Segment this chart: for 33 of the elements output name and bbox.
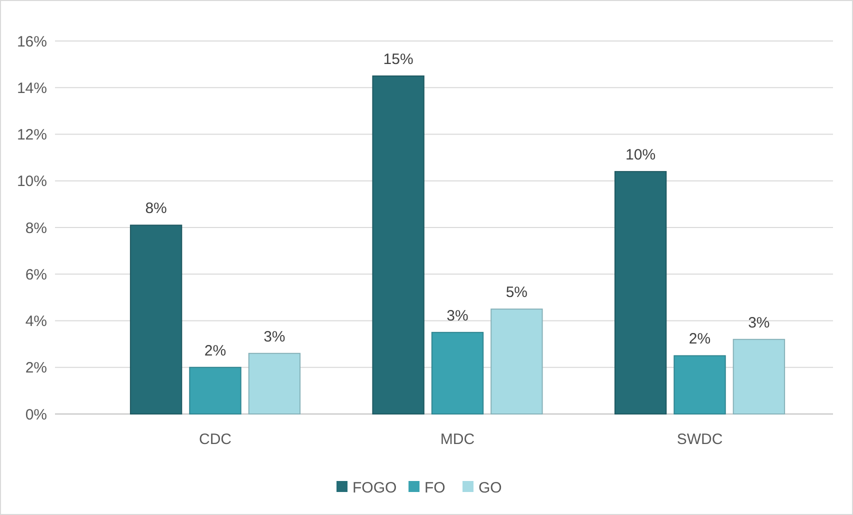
data-label: 15%: [383, 50, 414, 68]
bar: [674, 355, 726, 414]
data-label: 3%: [264, 328, 286, 346]
data-label: 10%: [626, 146, 656, 164]
bar: [372, 75, 424, 414]
bar: [490, 308, 543, 414]
legend-label: FOGO: [352, 479, 397, 496]
y-tick-label: 6%: [25, 266, 47, 284]
bar: [431, 332, 484, 414]
data-label: 5%: [506, 284, 528, 302]
y-tick-label: 2%: [25, 360, 47, 377]
bar: [248, 352, 301, 414]
y-tick-label: 8%: [25, 220, 47, 237]
bar: [732, 338, 786, 414]
y-tick-label: 14%: [16, 80, 47, 97]
bar: [130, 224, 182, 414]
legend-label: GO: [478, 479, 502, 496]
y-tick-label: 4%: [25, 313, 47, 330]
x-tick-label: MDC: [440, 431, 475, 448]
legend-label: FO: [424, 479, 446, 496]
bar: [614, 171, 667, 414]
bar: [189, 366, 242, 414]
y-tick-label: 16%: [16, 33, 47, 50]
data-label: 2%: [688, 330, 711, 348]
y-tick-label: 0%: [25, 406, 47, 424]
data-label: 3%: [446, 307, 468, 324]
x-tick-label: CDC: [198, 431, 232, 448]
data-label: 8%: [145, 200, 167, 218]
x-tick-label: SWDC: [676, 431, 723, 448]
data-label: 3%: [748, 314, 770, 332]
y-tick-label: 10%: [16, 173, 47, 190]
data-label: 2%: [204, 342, 226, 360]
y-tick-label: 12%: [16, 126, 47, 144]
